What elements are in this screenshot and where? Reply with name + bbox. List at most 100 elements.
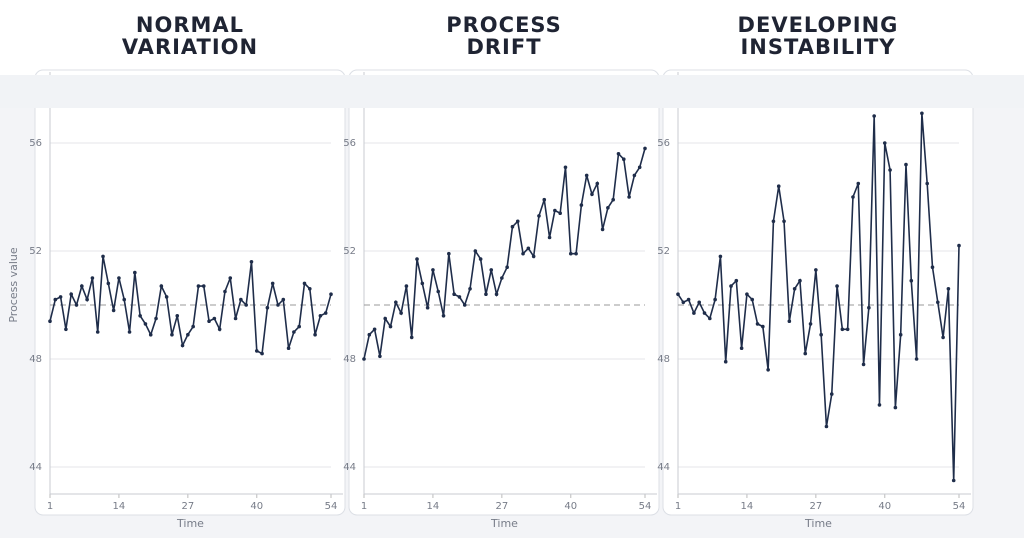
data-point [409, 335, 414, 340]
x-tick-label: 27 [809, 501, 822, 512]
x-tick-label: 40 [878, 501, 891, 512]
data-point [388, 324, 393, 329]
x-axis-label: Time [804, 517, 832, 530]
data-point [845, 327, 850, 332]
data-point [882, 141, 887, 145]
data-point [521, 251, 525, 256]
y-tick-label: 44 [657, 462, 670, 473]
data-point [946, 287, 951, 291]
data-point [457, 295, 462, 299]
data-point [898, 332, 903, 337]
data-point [431, 268, 435, 272]
data-point [367, 332, 372, 337]
data-point [399, 311, 403, 315]
data-point [323, 311, 328, 315]
data-point [930, 265, 935, 270]
x-tick-label: 27 [181, 501, 194, 512]
data-point [606, 206, 610, 210]
data-point [782, 219, 786, 224]
data-point [718, 254, 723, 259]
data-point [941, 335, 945, 340]
data-point [755, 322, 760, 326]
data-point [228, 276, 233, 280]
panel-title: DEVELOPING INSTABILITY [737, 13, 899, 59]
data-point [681, 300, 686, 305]
data-point [708, 316, 712, 321]
data-line [363, 148, 646, 360]
data-line [677, 113, 960, 481]
data-point [856, 181, 861, 186]
data-point [69, 292, 74, 297]
data-point [265, 305, 270, 310]
data-point [297, 324, 301, 329]
data-point [568, 251, 573, 256]
data-point [600, 227, 605, 232]
data-point [447, 251, 451, 256]
panel [34, 69, 346, 516]
data-point [276, 303, 280, 307]
data-point [415, 257, 419, 261]
x-tick-label: 54 [325, 501, 338, 512]
data-point [935, 300, 940, 305]
data-point [159, 284, 164, 288]
data-point [302, 281, 307, 286]
data-point [223, 289, 227, 294]
data-point [616, 152, 621, 156]
data-point [90, 276, 95, 280]
data-point [249, 260, 254, 264]
data-point [951, 478, 956, 483]
data-point [643, 146, 647, 151]
y-tick-label: 48 [29, 354, 42, 365]
data-point [133, 270, 137, 275]
data-point [750, 297, 755, 302]
data-point [627, 195, 631, 199]
data-point [270, 281, 275, 286]
data-point [611, 197, 615, 202]
data-point [558, 211, 562, 215]
data-point [914, 357, 919, 361]
data-point [462, 303, 467, 307]
data-point [148, 332, 153, 337]
y-tick-label: 52 [657, 246, 670, 257]
data-point [307, 287, 312, 291]
data-line [49, 256, 332, 355]
data-point [867, 305, 871, 310]
data-point [957, 243, 961, 248]
data-point [292, 330, 296, 334]
y-tick-label: 56 [657, 138, 670, 149]
data-point [239, 297, 243, 302]
data-point [904, 162, 908, 167]
data-point [547, 235, 552, 240]
data-point [452, 292, 456, 297]
data-point [798, 278, 802, 283]
data-point [531, 254, 536, 259]
data-point [170, 332, 174, 337]
data-point [127, 330, 132, 334]
data-point [803, 351, 808, 356]
data-point [281, 297, 286, 302]
x-tick-label: 54 [639, 501, 652, 512]
data-point [138, 314, 142, 318]
data-point [85, 297, 89, 302]
x-axis-label: Time [176, 517, 204, 530]
data-point [909, 278, 914, 283]
data-point [808, 322, 813, 326]
y-tick-label: 48 [657, 354, 670, 365]
data-point [888, 168, 892, 172]
data-point [58, 295, 63, 299]
x-tick-label: 40 [564, 501, 577, 512]
y-tick-label: 52 [29, 246, 42, 257]
data-point [920, 111, 924, 116]
y-tick-label: 44 [29, 462, 42, 473]
data-point [739, 346, 744, 351]
x-tick-label: 1 [675, 501, 681, 512]
data-point [313, 332, 317, 337]
data-point [53, 297, 58, 302]
data-point [254, 349, 259, 353]
data-point [761, 324, 765, 329]
y-tick-label: 48 [343, 354, 356, 365]
data-point [80, 284, 84, 288]
data-point [824, 424, 829, 429]
data-point [180, 343, 185, 348]
